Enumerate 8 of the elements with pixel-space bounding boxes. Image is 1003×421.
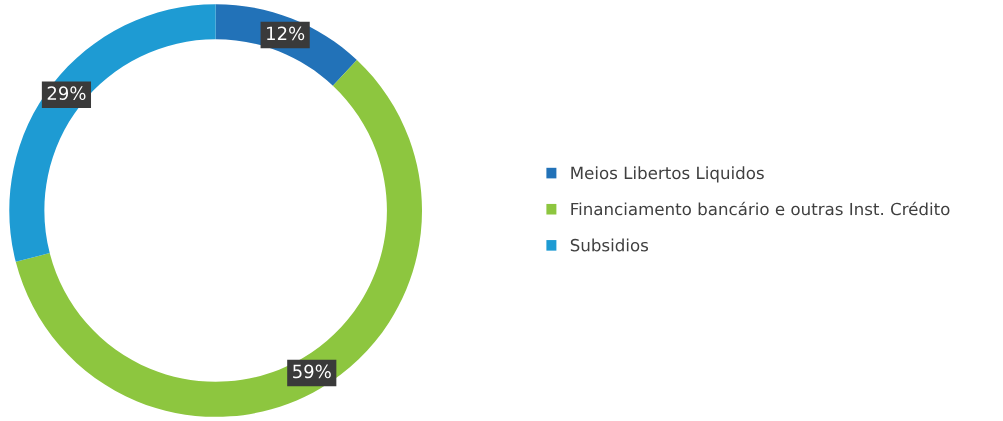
data-label: 29% xyxy=(47,86,86,100)
legend-label: Meios Libertos Liquidos xyxy=(571,166,764,183)
legend-label: Financiamento bancário e outras Inst. Crédito xyxy=(571,201,950,216)
data-label: 12% xyxy=(267,26,305,41)
data-label: 59% xyxy=(293,364,331,379)
donut-slice xyxy=(15,60,423,417)
legend-label: Subsidios xyxy=(570,238,649,252)
donut-slice xyxy=(9,4,216,262)
